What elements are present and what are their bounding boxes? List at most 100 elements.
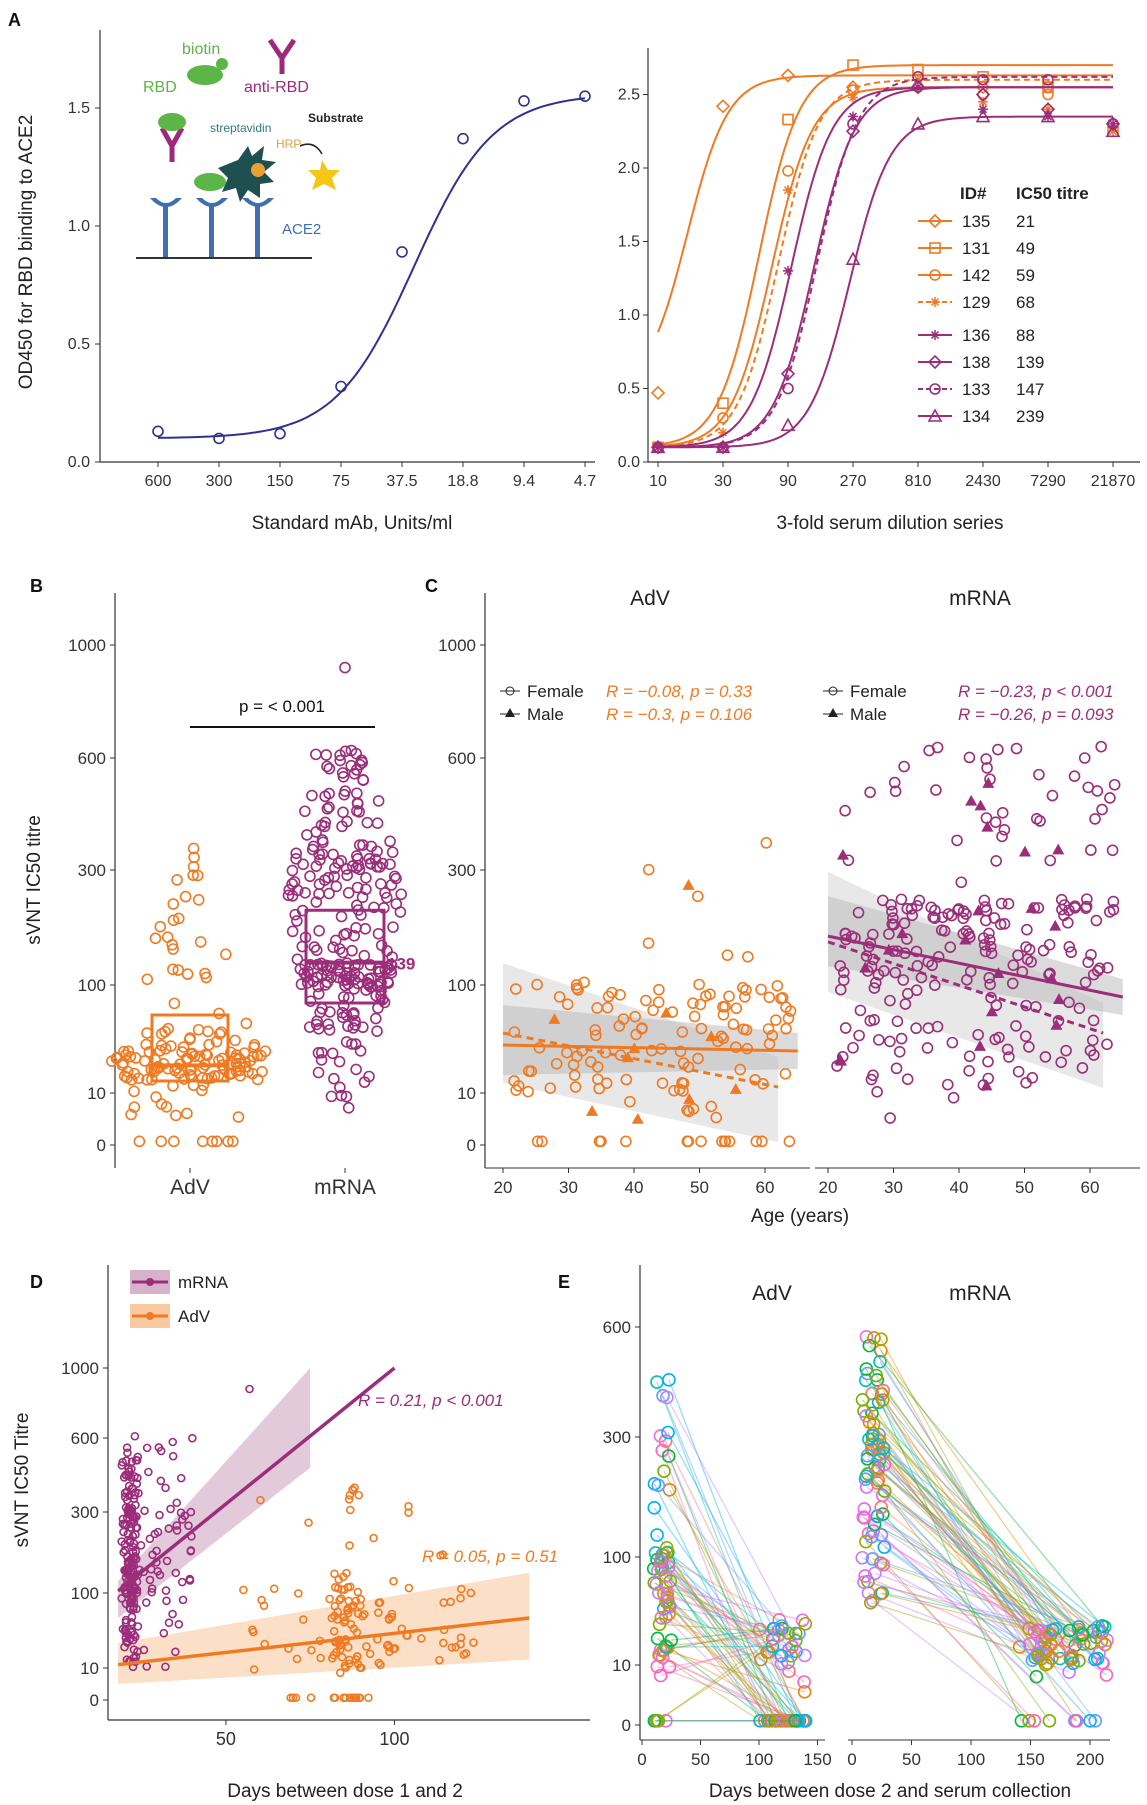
female-marker [505, 686, 515, 696]
data-point [210, 1135, 223, 1148]
mrna-point [124, 1509, 133, 1518]
mrna-point [176, 1473, 186, 1483]
data-point [368, 901, 380, 914]
mrna-fit-line [117, 1366, 396, 1593]
data-point [128, 1101, 141, 1113]
female-point [1033, 768, 1045, 781]
titre-point [865, 1552, 880, 1566]
titre-point [660, 1390, 674, 1405]
trajectory-line [666, 1586, 803, 1621]
trajectory-line [660, 1560, 805, 1683]
titre-point [797, 1685, 812, 1699]
adv-point [466, 1588, 476, 1598]
data-point [371, 860, 383, 873]
female-point [889, 966, 902, 979]
data-point [128, 1085, 140, 1098]
female-point [1065, 946, 1077, 959]
data-point [155, 1039, 168, 1052]
trajectory-line [871, 1393, 1069, 1642]
data-point [274, 427, 286, 440]
data-point [325, 1090, 338, 1103]
data-point [337, 770, 350, 783]
point-134 [910, 116, 926, 130]
female-point [727, 1018, 740, 1031]
female-point [864, 937, 877, 949]
trajectory-line [666, 1547, 770, 1722]
female-point [531, 978, 543, 991]
y-tick-label: 0 [467, 1136, 476, 1155]
trajectory-line [876, 1379, 1076, 1646]
point-131 [847, 59, 859, 71]
female-point [522, 1085, 534, 1098]
trajectory-line [666, 1552, 784, 1722]
female-point [620, 1073, 633, 1086]
mrna-point [129, 1513, 139, 1522]
ci-band [828, 896, 1123, 1015]
data-point [291, 915, 303, 927]
female-point [717, 1008, 730, 1021]
trajectory-line [658, 1638, 774, 1722]
female-fit-line [827, 934, 1124, 999]
data-point [340, 863, 353, 875]
titre-point [774, 1648, 789, 1663]
point-134 [975, 108, 991, 123]
female-point [614, 1049, 627, 1061]
trajectory-line [882, 1390, 1073, 1656]
legend-id-131: 131 [962, 239, 990, 258]
trajectory-line [868, 1533, 1039, 1631]
data-point [340, 1009, 353, 1021]
trajectory-line [868, 1421, 1106, 1645]
data-point [357, 839, 369, 851]
female-point [998, 918, 1011, 930]
female-point [1023, 1041, 1035, 1053]
female-point [750, 1135, 763, 1148]
point-136 [848, 111, 858, 122]
trajectory-line [878, 1434, 1096, 1722]
trajectory-line [660, 1638, 774, 1677]
data-point [350, 1063, 362, 1076]
point-142 [717, 412, 729, 424]
data-point [168, 1135, 180, 1148]
trajectory-line [862, 1516, 1046, 1639]
point-131 [782, 113, 794, 126]
female-point [668, 1084, 680, 1097]
mrna-point [136, 1541, 146, 1550]
data-point [365, 840, 378, 853]
point-129 [783, 185, 793, 196]
data-point [289, 908, 302, 921]
data-point [283, 883, 296, 896]
trajectory-line [861, 1557, 1049, 1656]
facet-title-mrna: mRNA [949, 587, 1011, 610]
female-point [755, 983, 767, 996]
data-point [319, 790, 331, 803]
y-tick-label: 10 [80, 1659, 99, 1678]
trajectory-line [880, 1506, 1060, 1652]
data-point [394, 906, 407, 918]
legend-adv-label: AdV [178, 1307, 211, 1326]
titre-point [1022, 1714, 1037, 1728]
female-point [531, 1135, 544, 1148]
adv-point [344, 1659, 354, 1669]
mrna-male-correlation: R = −0.26, p = 0.093 [958, 705, 1114, 724]
female-point [993, 1031, 1005, 1044]
female-point [578, 976, 590, 989]
titre-point [877, 1540, 892, 1554]
female-point [508, 1026, 521, 1038]
trajectory-line [867, 1473, 1030, 1629]
trajectory-line [663, 1470, 787, 1722]
point-131 [717, 397, 729, 410]
data-point [220, 948, 232, 961]
legend-id-133: 133 [962, 380, 990, 399]
data-point [166, 938, 179, 951]
data-point [356, 756, 369, 769]
female-point [719, 1000, 731, 1013]
panel-label-b: B [30, 576, 43, 596]
legend-female: Female [527, 682, 584, 701]
data-point [310, 1018, 323, 1031]
trajectory-line [880, 1534, 1076, 1722]
data-point [335, 1089, 348, 1102]
titre-point [875, 1393, 890, 1407]
adv-point [327, 1613, 337, 1623]
y-tick-label: 1.5 [68, 100, 90, 117]
legend-marker-136 [930, 330, 940, 340]
